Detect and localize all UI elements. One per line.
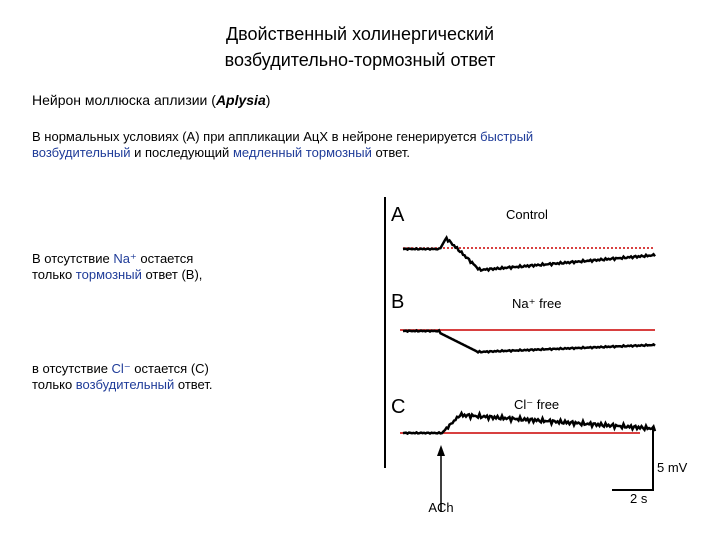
text: Aplysia: [215, 92, 266, 108]
arrowhead: [437, 445, 445, 456]
trace: [402, 235, 656, 273]
paragraph: В нормальных условиях (А) при аппликации…: [32, 129, 632, 161]
text: В нормальных условиях (А) при аппликации…: [32, 129, 481, 144]
note-c: в отсутствие Cl⁻ остается (С) только воз…: [32, 361, 212, 393]
scale-label: 5 mV: [657, 460, 688, 475]
text: остается (С): [130, 361, 209, 376]
text: только: [32, 267, 76, 282]
text: только: [32, 377, 76, 392]
text: Нейрон моллюска аплизии (: [32, 92, 216, 108]
panel-label: Cl⁻ free: [514, 397, 559, 412]
line: в отсутствие Cl⁻ остается (С): [32, 361, 212, 377]
panel-label: Na⁺ free: [512, 296, 562, 311]
text: остается: [136, 251, 194, 266]
highlight: медленный тормозный: [232, 145, 372, 160]
text: В отсутствие: [32, 251, 114, 266]
scale-label: 2 s: [630, 491, 648, 506]
text: ответ (В),: [141, 267, 203, 282]
highlight: тормозный: [75, 267, 142, 282]
highlight: возбудительный: [75, 377, 175, 392]
note-b: В отсутствие Na⁺ остается только тормозн…: [32, 251, 202, 283]
highlight: быстрый возбудительный: [32, 129, 534, 160]
text: в отсутствие: [32, 361, 112, 376]
line: В отсутствие Na⁺ остается: [32, 251, 202, 267]
panel-letter: B: [391, 291, 404, 313]
text: и последующий: [130, 145, 233, 160]
text: ): [265, 92, 271, 108]
panel-letter: C: [391, 396, 405, 418]
highlight: Cl⁻: [111, 361, 131, 376]
title-line: Двойственный холинергический: [225, 24, 495, 44]
scale-bar: [612, 428, 654, 491]
text: ответ.: [174, 377, 213, 392]
stimulus-label: ACh: [428, 500, 453, 515]
highlight: Na⁺: [113, 251, 137, 266]
text: ответ.: [371, 145, 411, 160]
title-line: возбудительно-тормозный ответ: [224, 50, 496, 70]
trace: [402, 328, 656, 354]
panel-label: Control: [506, 207, 548, 222]
line: только тормозный ответ (В),: [32, 267, 202, 283]
subtitle: Нейрон моллюска аплизии (Aplysia): [32, 92, 270, 108]
panel-letter: A: [391, 204, 405, 226]
line: только возбудительный ответ.: [32, 377, 212, 393]
trace: [402, 410, 657, 436]
